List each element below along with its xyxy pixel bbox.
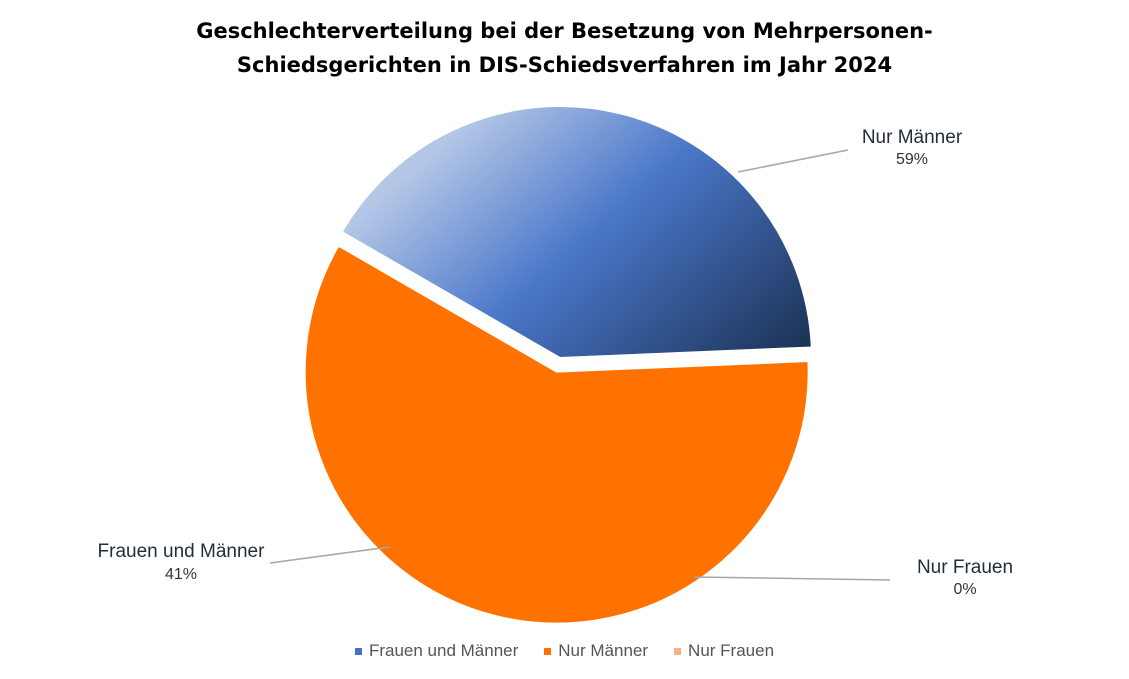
- legend-item-nur-maenner: Nur Männer: [544, 641, 648, 661]
- label-nur-maenner-name: Nur Männer: [862, 127, 963, 148]
- label-nur-frauen-name: Nur Frauen: [917, 557, 1013, 578]
- label-nur-maenner-percent: 59%: [896, 151, 928, 168]
- leader-frauen-und-maenner: [269, 546, 390, 564]
- leader-nur-maenner: [737, 149, 849, 173]
- legend-swatch-frauen-und-maenner: [354, 647, 362, 655]
- label-frauen-und-maenner-name: Frauen und Männer: [98, 541, 266, 562]
- pie-slices: [303, 105, 813, 625]
- label-nur-frauen-percent: 0%: [953, 581, 976, 598]
- legend-item-nur-frauen: Nur Frauen: [674, 641, 774, 661]
- chart-legend: Frauen und Männer Nur Männer Nur Frauen: [0, 641, 1129, 661]
- slice-nur-maenner: [303, 244, 810, 625]
- chart-title-line-1: Geschlechterverteilung bei der Besetzung…: [196, 19, 933, 43]
- legend-label-nur-frauen: Nur Frauen: [688, 641, 775, 660]
- legend-item-frauen-und-maenner: Frauen und Männer: [354, 641, 519, 661]
- chart-title: Geschlechterverteilung bei der Besetzung…: [0, 14, 1129, 82]
- legend-label-frauen-und-maenner: Frauen und Männer: [368, 641, 519, 660]
- slice-frauen-und-maenner: [340, 105, 813, 360]
- leader-nur-frauen: [693, 576, 891, 581]
- legend-swatch-nur-frauen: [674, 647, 682, 655]
- label-frauen-und-maenner-percent: 41%: [165, 566, 197, 583]
- leader-lines: [269, 149, 891, 581]
- legend-swatch-nur-maenner: [544, 647, 552, 655]
- legend-label-nur-maenner: Nur Männer: [558, 641, 649, 660]
- chart-title-line-2: Schiedsgerichten in DIS-Schiedsverfahren…: [236, 53, 893, 77]
